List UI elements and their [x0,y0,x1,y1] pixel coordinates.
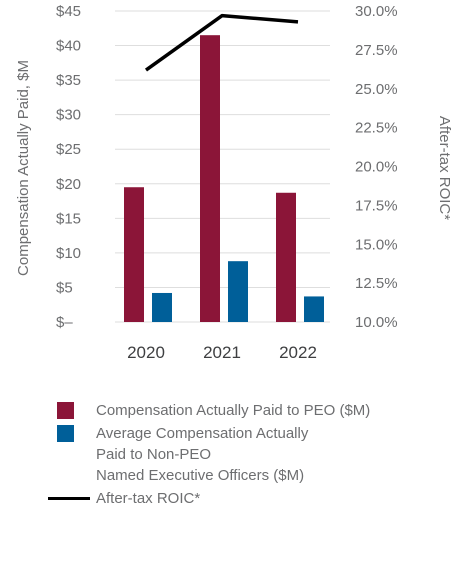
bar-non-peo [304,296,324,322]
right-tick-label: 15.0% [355,236,398,253]
legend-swatch-non-peo [57,425,74,442]
x-tick-label: 2020 [127,343,165,362]
right-tick-label: 30.0% [355,3,398,20]
right-axis-ticks: 10.0% 12.5% 15.0% 17.5% 20.0% 22.5% 25.0% 27.5%… [355,3,398,331]
left-tick-label: $30 [56,107,81,124]
legend-label-roic: After-tax ROIC* [96,490,201,507]
left-tick-label: $5 [56,279,73,296]
left-axis-title: Compensation Actually Paid, $M [15,60,32,276]
legend-item-non-peo: Average Compensation Actually Paid to No… [48,423,468,486]
left-tick-label: $– [56,314,73,331]
legend-item-peo: Compensation Actually Paid to PEO ($M) [48,400,468,421]
legend-label-peo: Compensation Actually Paid to PEO ($M) [96,402,371,419]
x-tick-label: 2022 [279,343,317,362]
left-axis-ticks: $– $5 $10 $15 $20 $25 $30 $35 $40 $45 [56,3,81,331]
legend-line-roic [48,497,90,500]
legend-item-roic: After-tax ROIC* [48,488,468,509]
gridlines [115,10,330,323]
bars [124,35,324,322]
right-tick-label: 12.5% [355,275,398,292]
left-tick-label: $35 [56,72,81,89]
right-tick-label: 10.0% [355,314,398,331]
bar-non-peo [152,292,172,322]
roic-line [144,13,299,72]
right-tick-label: 20.0% [355,159,398,176]
bar-peo [276,192,296,322]
right-axis-title: After-tax ROIC* [436,116,453,220]
left-tick-label: $10 [56,245,81,262]
roic-polyline [144,13,299,72]
left-tick-label: $20 [56,176,81,193]
legend-label-non-peo: Average Compensation Actually Paid to No… [96,425,309,484]
right-tick-label: 22.5% [355,120,398,137]
x-tick-label: 2021 [203,343,241,362]
legend: Compensation Actually Paid to PEO ($M) A… [48,400,468,509]
x-axis-ticks: 2020 2021 2022 [127,343,317,362]
chart: $–$5$10$15$20$25$30$35$40$45 10.0%12.5%1… [15,3,453,362]
left-tick-label: $45 [56,3,81,20]
right-tick-label: 25.0% [355,81,398,98]
right-tick-label: 17.5% [355,197,398,214]
left-tick-label: $25 [56,141,81,158]
left-tick-label: $15 [56,210,81,227]
bar-non-peo [228,261,248,322]
bar-peo [124,187,144,322]
right-tick-label: 27.5% [355,42,398,59]
legend-swatch-peo [57,402,74,419]
bar-peo [200,35,220,322]
left-tick-label: $40 [56,38,81,55]
